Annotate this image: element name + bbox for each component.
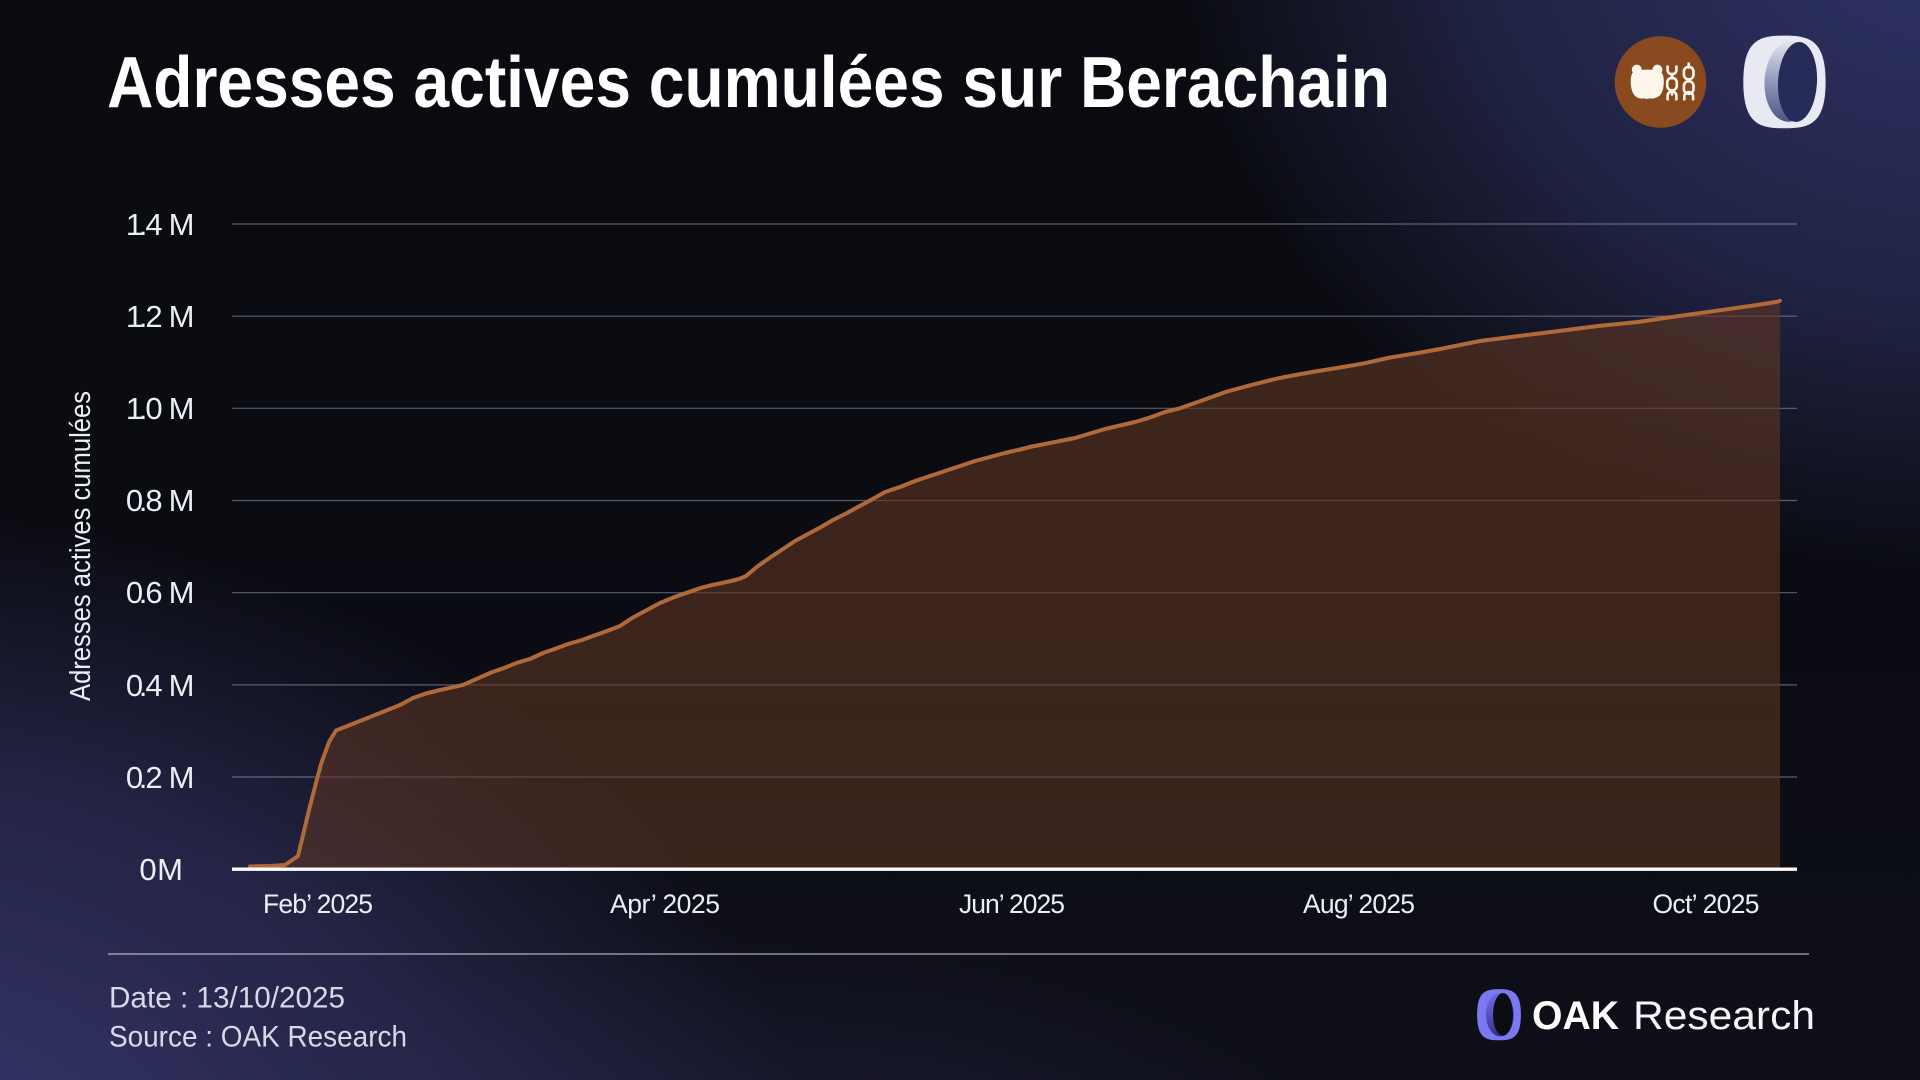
svg-text:.: . bbox=[139, 391, 148, 426]
svg-text:.: . bbox=[139, 575, 148, 610]
svg-text:Aug’ 2025: Aug’ 2025 bbox=[1303, 889, 1415, 919]
svg-text:0: 0 bbox=[145, 391, 162, 426]
svg-text:Feb’ 2025: Feb’ 2025 bbox=[263, 889, 373, 919]
svg-text:M: M bbox=[169, 668, 195, 703]
svg-text:0: 0 bbox=[126, 575, 143, 610]
svg-text:0: 0 bbox=[139, 852, 156, 887]
svg-text:Jun’ 2025: Jun’ 2025 bbox=[959, 889, 1065, 919]
svg-text:.: . bbox=[139, 207, 148, 242]
svg-text:4: 4 bbox=[145, 207, 162, 242]
svg-text:Date : 13/10/2025: Date : 13/10/2025 bbox=[109, 982, 345, 1015]
svg-text:8: 8 bbox=[145, 483, 162, 518]
svg-text:0: 0 bbox=[126, 483, 143, 518]
svg-text:Adresses actives cumulées: Adresses actives cumulées bbox=[65, 391, 97, 701]
svg-text:M: M bbox=[169, 207, 195, 242]
svg-text:OAK: OAK bbox=[1532, 994, 1619, 1038]
svg-text:.: . bbox=[139, 668, 148, 703]
svg-text:Oct’ 2025: Oct’ 2025 bbox=[1653, 889, 1760, 919]
svg-text:2: 2 bbox=[145, 760, 162, 795]
svg-text:M: M bbox=[169, 391, 195, 426]
svg-text:Research: Research bbox=[1633, 994, 1815, 1038]
svg-text:1: 1 bbox=[126, 207, 143, 242]
svg-text:M: M bbox=[169, 575, 195, 610]
svg-text:.: . bbox=[139, 299, 148, 334]
svg-text:1: 1 bbox=[126, 391, 143, 426]
svg-text:.: . bbox=[139, 483, 148, 518]
svg-text:1: 1 bbox=[126, 299, 143, 334]
svg-text:0: 0 bbox=[126, 760, 143, 795]
svg-text:M: M bbox=[169, 299, 195, 334]
svg-text:Adresses actives cumulées sur: Adresses actives cumulées sur Berachain bbox=[107, 43, 1390, 123]
svg-text:M: M bbox=[157, 852, 183, 887]
svg-text:0: 0 bbox=[126, 668, 143, 703]
svg-text:Source : OAK Research: Source : OAK Research bbox=[109, 1021, 407, 1054]
svg-text:.: . bbox=[139, 760, 148, 795]
svg-text:Apr’ 2025: Apr’ 2025 bbox=[610, 889, 720, 919]
svg-text:2: 2 bbox=[145, 299, 162, 334]
svg-text:6: 6 bbox=[145, 575, 162, 610]
svg-text:4: 4 bbox=[145, 668, 162, 703]
svg-text:M: M bbox=[169, 760, 195, 795]
svg-text:M: M bbox=[169, 483, 195, 518]
